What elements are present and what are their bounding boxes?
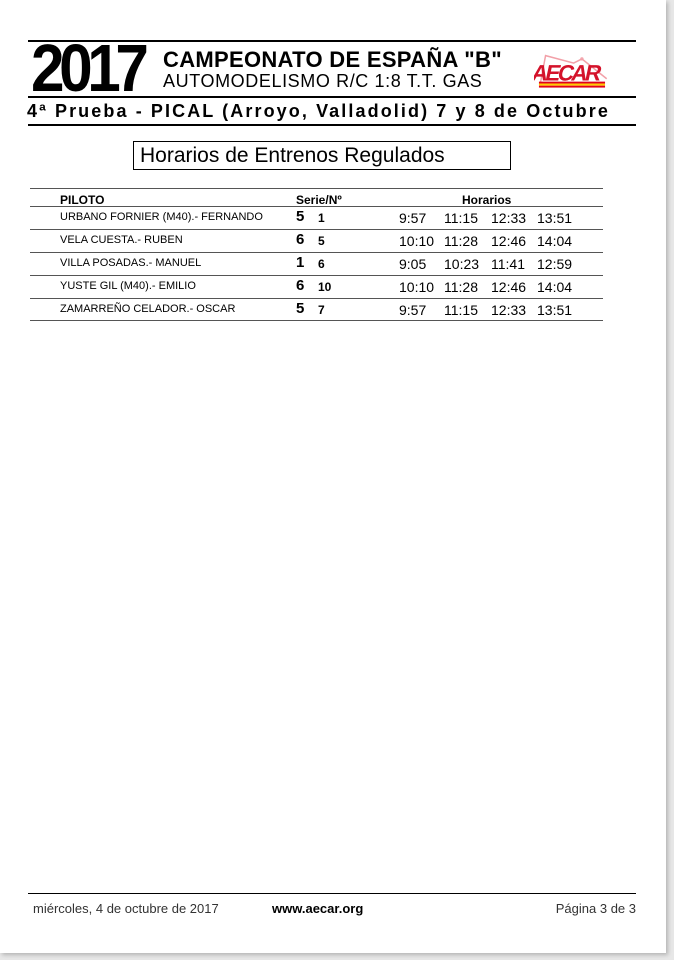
svg-text:AECAR: AECAR	[534, 61, 604, 86]
